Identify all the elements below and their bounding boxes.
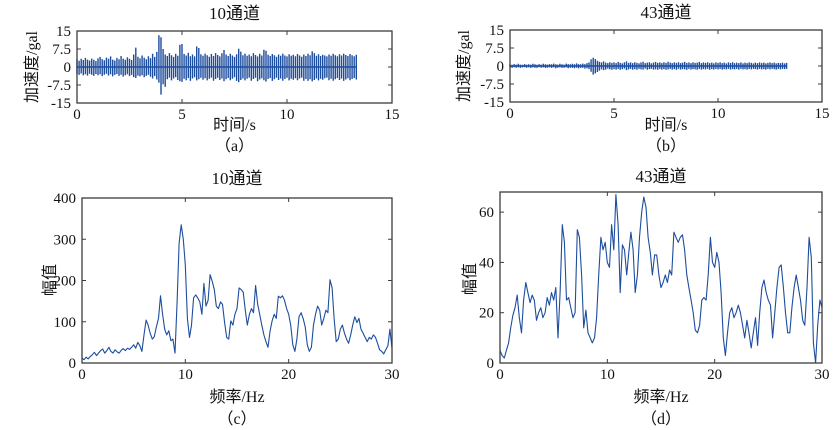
y-tick-label: 20: [479, 306, 494, 322]
plot-title: 10通道: [211, 169, 263, 188]
y-tick-label: 0: [64, 60, 72, 76]
x-tick-label: 20: [281, 367, 296, 383]
x-tick-label: 0: [73, 107, 81, 123]
subplot-d: 0 10 20 30 0 20 40 60 43通道 幅值 频率/Hz （d）: [420, 162, 840, 430]
y-tick-label: 400: [54, 191, 77, 207]
x-tick-label: 15: [815, 106, 830, 122]
y-tick-label: 7.5: [52, 42, 71, 58]
x-tick-label: 10: [600, 367, 615, 383]
y-tick-label: 7.5: [485, 41, 504, 57]
spectrum-series: [81, 224, 393, 361]
x-tick-label: 10: [178, 367, 193, 383]
x-tick-label: 10: [711, 106, 726, 122]
y-tick-label: -7.5: [47, 78, 71, 94]
y-tick-label: 0: [487, 356, 495, 372]
x-tick-label: 20: [707, 367, 722, 383]
panel-caption: （a）: [214, 138, 255, 155]
panel-caption: （d）: [640, 411, 681, 428]
y-tick-label: 0: [69, 356, 77, 372]
x-axis-label: 时间/s: [213, 117, 256, 134]
y-axis-label: 幅值: [462, 262, 479, 296]
panel-caption: （c）: [217, 411, 257, 428]
axes-frame: [499, 191, 823, 364]
x-axis-label: 频率/Hz: [209, 389, 265, 406]
y-tick-label: 100: [54, 315, 77, 331]
subplot-b: 0 5 10 15 15 7.5 0 -7.5 -15 43通道 加速度/gal 时间/s （b…: [420, 0, 840, 162]
plot-title: 10通道: [209, 4, 260, 23]
y-axis-label: 加速度/gal: [456, 30, 473, 102]
x-tick-label: 15: [385, 107, 400, 123]
x-tick-label: 0: [78, 367, 86, 383]
x-tick-label: 30: [815, 367, 830, 383]
x-axis-label: 频率/Hz: [633, 389, 689, 406]
y-tick-label: 300: [54, 232, 77, 248]
x-tick-label: 5: [610, 106, 618, 122]
x-tick-label: 0: [506, 106, 514, 122]
x-tick-label: 30: [385, 367, 400, 383]
y-tick-label: 15: [56, 24, 71, 40]
spectrum-series: [499, 193, 823, 364]
y-tick-label: 40: [479, 255, 494, 271]
y-tick-label: -7.5: [480, 77, 504, 93]
waveform-series: [76, 35, 357, 95]
axes-frame: [81, 197, 393, 364]
plot-title: 43通道: [635, 167, 687, 186]
plot-canvas-d: 0 10 20 30 0 20 40 60: [479, 191, 830, 383]
y-tick-label: -15: [484, 95, 504, 111]
y-tick-label: 0: [497, 59, 505, 75]
y-tick-label: 60: [479, 205, 494, 221]
y-tick-label: 200: [54, 274, 77, 290]
subplot-c: 0 10 20 30 0 100 200 300 400 10通道 幅值 频率/Hz （c）: [0, 162, 420, 430]
y-axis-label: 幅值: [42, 263, 59, 297]
subplot-a: 0 5 10 15 15 7.5 0 -7.5 -15 10通道 加速度/gal 时间/s （a…: [0, 0, 420, 162]
plot-title: 43通道: [640, 3, 692, 22]
x-tick-label: 0: [496, 367, 504, 383]
y-tick-label: -15: [51, 96, 71, 112]
axes-frame: [509, 29, 823, 103]
x-tick-label: 10: [280, 107, 295, 123]
x-axis-label: 时间/s: [644, 117, 688, 134]
y-tick-label: 15: [489, 23, 504, 39]
axes-frame: [76, 30, 393, 104]
y-axis-label: 加速度/gal: [24, 31, 41, 103]
x-tick-label: 5: [178, 107, 186, 123]
panel-caption: （b）: [645, 138, 686, 155]
